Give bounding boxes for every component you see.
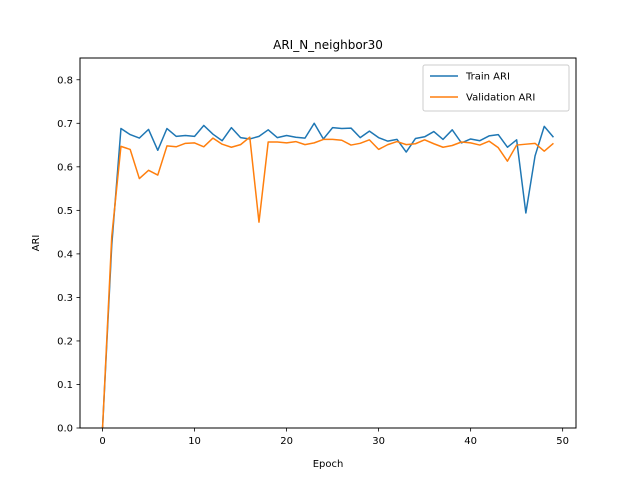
y-axis-ticks: 0.0 0.1 0.2 0.3 0.4 0.5 0.6 0.7 0.8 [57, 75, 80, 435]
series-layer [101, 122, 555, 429]
series-line-train-ari [101, 122, 555, 429]
series-line-validation-ari [101, 136, 554, 429]
y-tick-label: 0.4 [57, 249, 73, 260]
y-tick-label: 0.5 [57, 206, 73, 217]
x-tick-label: 50 [556, 436, 569, 447]
x-tick-label: 30 [372, 436, 385, 447]
legend: Train ARI Validation ARI [422, 64, 570, 112]
y-tick-label: 0.2 [57, 336, 73, 347]
x-tick-label: 40 [464, 436, 477, 447]
y-tick-label: 0.6 [57, 162, 73, 173]
chart-title: ARI_N_neighbor30 [273, 38, 383, 52]
legend-entry: Train ARI [465, 72, 510, 83]
x-tick-label: 20 [280, 436, 293, 447]
legend-box [422, 64, 570, 112]
y-tick-label: 0.8 [57, 75, 73, 86]
legend-entry: Validation ARI [466, 93, 535, 104]
y-tick-label: 0.0 [57, 424, 73, 435]
plot-frame [79, 57, 577, 429]
x-tick-label: 0 [99, 436, 105, 447]
y-tick-label: 0.3 [57, 293, 73, 304]
x-tick-label: 10 [188, 436, 201, 447]
y-tick-label: 0.7 [57, 119, 73, 130]
x-axis-ticks: 0 10 20 30 40 50 [99, 428, 569, 447]
x-axis-label: Epoch [313, 459, 344, 470]
y-tick-label: 0.1 [57, 380, 73, 391]
y-axis-label: ARI [31, 235, 42, 252]
